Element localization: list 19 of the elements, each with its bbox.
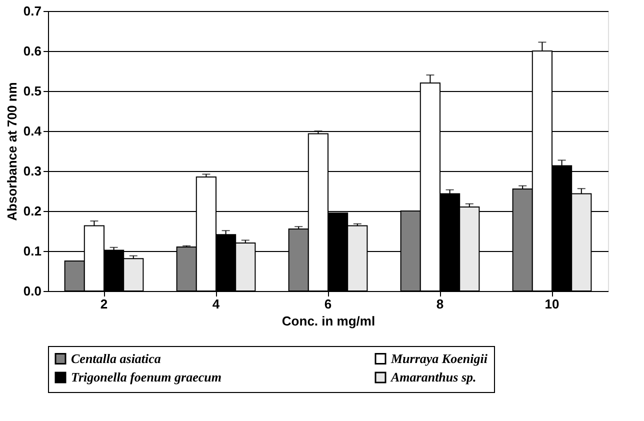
y-tick-label: 0.4 — [23, 124, 42, 138]
legend-label: Centalla asiatica — [71, 350, 162, 366]
x-tick-label: 10 — [544, 296, 560, 312]
x-tick-label: 6 — [324, 296, 332, 312]
y-tick-label: 0.3 — [23, 164, 42, 178]
y-axis-title: Absorbance at 700 nm — [4, 82, 20, 221]
x-tick-label: 2 — [100, 296, 108, 312]
x-tick-label: 4 — [212, 296, 220, 312]
y-tick-label: 0.0 — [23, 284, 42, 298]
x-axis-title: Conc. in mg/ml — [282, 314, 376, 328]
y-tick-label: 0.6 — [23, 44, 42, 58]
y-tick-label: 0.2 — [23, 204, 42, 218]
legend-label: Trigonella foenum graecum — [71, 370, 222, 384]
y-tick-label: 0.7 — [23, 4, 42, 18]
y-tick-label: 0.1 — [23, 244, 42, 258]
legend-label: Murraya Koenigii — [390, 350, 488, 366]
legend-label: Amaranthus sp. — [390, 370, 476, 384]
x-tick-label: 8 — [436, 296, 444, 312]
y-tick-label: 0.5 — [23, 84, 42, 98]
